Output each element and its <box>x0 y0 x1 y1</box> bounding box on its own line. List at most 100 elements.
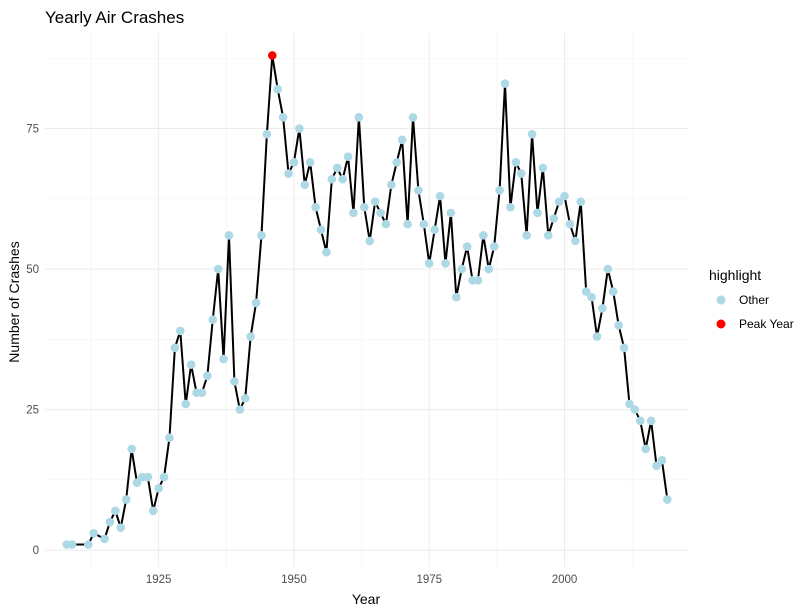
data-point <box>284 169 293 178</box>
data-point <box>370 197 380 206</box>
data-point <box>473 276 483 285</box>
data-point <box>186 360 196 369</box>
data-point <box>543 231 553 240</box>
data-point <box>159 472 169 482</box>
data-point <box>295 124 304 133</box>
data-point <box>392 157 402 167</box>
data-point <box>419 219 429 229</box>
data-point <box>121 495 131 504</box>
data-point <box>175 326 185 336</box>
data-point <box>462 242 472 251</box>
data-point <box>625 399 634 409</box>
data-point <box>165 433 174 443</box>
chart-title: Yearly Air Crashes <box>45 8 184 27</box>
data-point <box>533 208 542 218</box>
data-point <box>105 517 115 527</box>
data-point <box>213 264 223 274</box>
data-point <box>181 399 191 409</box>
legend: highlight Other Peak Year <box>709 267 794 331</box>
data-point <box>365 236 375 246</box>
data-point <box>316 225 326 235</box>
data-point <box>581 287 591 296</box>
y-tick-label: 75 <box>26 124 39 136</box>
data-point <box>132 478 142 487</box>
data-point <box>197 388 207 398</box>
data-point <box>305 157 315 167</box>
data-point <box>257 231 266 240</box>
data-point <box>663 495 672 504</box>
data-point <box>451 292 461 302</box>
data-point <box>89 528 99 538</box>
data-point <box>154 484 163 493</box>
data-point <box>538 163 548 173</box>
data-point <box>441 259 450 268</box>
data-point <box>414 186 423 195</box>
data-point <box>608 287 618 296</box>
data-point <box>327 174 337 184</box>
y-tick-label: 50 <box>26 264 39 276</box>
data-point <box>262 129 272 139</box>
data-point <box>203 371 212 381</box>
x-tick-label: 1975 <box>416 574 442 586</box>
legend-label-peak-year: Peak Year <box>739 317 794 331</box>
data-point <box>100 534 109 544</box>
data-point <box>435 191 445 201</box>
data-point <box>657 455 667 465</box>
data-point <box>332 163 342 173</box>
data-point <box>619 343 629 353</box>
x-tick-label: 2000 <box>552 574 578 586</box>
data-point-peak-year <box>267 51 277 60</box>
data-point <box>614 320 623 330</box>
data-point <box>527 129 537 139</box>
y-tick-label: 0 <box>33 545 39 557</box>
data-point <box>506 202 515 212</box>
legend-swatch-peak-year <box>716 319 726 329</box>
data-point <box>354 113 364 122</box>
y-tick-label: 25 <box>26 405 39 417</box>
y-axis-label: Number of Crashes <box>6 241 22 362</box>
data-point <box>403 219 412 229</box>
data-point <box>592 332 602 341</box>
data-point <box>300 180 310 190</box>
data-point <box>240 394 250 403</box>
data-point <box>430 225 439 235</box>
data-point <box>516 169 526 178</box>
data-point <box>652 461 661 471</box>
data-point <box>424 259 434 268</box>
data-point <box>495 186 504 195</box>
data-point <box>560 191 569 201</box>
x-axis-label: Year <box>352 591 381 607</box>
data-point <box>387 180 396 190</box>
legend-label-other: Other <box>739 293 769 307</box>
data-point <box>208 315 218 324</box>
data-point <box>289 157 299 167</box>
data-point <box>224 231 234 240</box>
x-tick-label: 1925 <box>146 574 172 586</box>
data-point <box>111 506 120 516</box>
data-point <box>170 343 180 353</box>
data-point <box>338 174 347 184</box>
data-point <box>246 332 255 341</box>
data-point <box>278 113 288 122</box>
data-point <box>381 219 391 229</box>
data-point <box>522 231 531 240</box>
data-point <box>219 354 228 364</box>
data-point <box>576 197 586 206</box>
data-point <box>116 523 126 532</box>
data-point <box>571 236 580 246</box>
data-point <box>83 540 93 549</box>
data-point <box>67 540 77 549</box>
data-point <box>603 264 613 274</box>
data-point <box>343 152 353 161</box>
data-point <box>349 208 358 218</box>
data-point <box>587 292 596 302</box>
data-point <box>311 202 320 212</box>
legend-title: highlight <box>709 267 761 283</box>
data-point <box>641 444 651 454</box>
data-point <box>446 208 456 218</box>
data-point <box>489 242 499 251</box>
data-point <box>565 219 575 229</box>
data-point <box>554 197 564 206</box>
data-point <box>376 208 385 218</box>
